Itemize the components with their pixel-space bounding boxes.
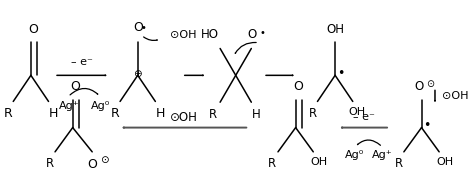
Text: OH: OH — [310, 157, 328, 167]
Text: R: R — [309, 107, 317, 120]
Text: Ag⁰: Ag⁰ — [91, 101, 110, 111]
Text: •: • — [141, 23, 146, 33]
Text: H: H — [155, 107, 164, 120]
Text: R: R — [46, 157, 54, 170]
Text: R: R — [268, 157, 276, 170]
Text: HO: HO — [201, 28, 219, 41]
Text: ⊙OH: ⊙OH — [442, 91, 468, 101]
Text: •: • — [337, 67, 345, 80]
Text: R: R — [4, 107, 13, 120]
Text: OH: OH — [349, 107, 366, 117]
Text: Ag⁺: Ag⁺ — [372, 150, 393, 160]
Text: ⊕: ⊕ — [133, 69, 142, 79]
Text: ⊙: ⊙ — [426, 79, 434, 89]
Text: Ag⁰: Ag⁰ — [345, 150, 364, 160]
Text: R: R — [395, 157, 403, 170]
Text: H: H — [48, 107, 58, 120]
Text: O: O — [133, 21, 143, 34]
Text: OH: OH — [326, 23, 344, 36]
Text: O: O — [29, 23, 38, 36]
Text: H: H — [252, 108, 261, 121]
Text: ⊙OH: ⊙OH — [170, 30, 197, 40]
Text: ⊙OH: ⊙OH — [170, 111, 198, 124]
Text: Ag⁺: Ag⁺ — [59, 101, 80, 111]
Text: O: O — [71, 80, 81, 93]
Text: R: R — [209, 108, 217, 121]
Text: O: O — [293, 80, 303, 93]
Text: R: R — [111, 107, 120, 120]
Text: – e⁻: – e⁻ — [71, 57, 93, 67]
Text: O: O — [247, 28, 257, 41]
Text: O: O — [87, 158, 97, 171]
Text: •: • — [423, 119, 431, 132]
Text: OH: OH — [436, 157, 453, 167]
Text: O: O — [415, 80, 424, 93]
Text: ⊙: ⊙ — [100, 155, 109, 165]
Text: – e⁻: – e⁻ — [353, 112, 375, 122]
Text: •: • — [259, 28, 265, 38]
